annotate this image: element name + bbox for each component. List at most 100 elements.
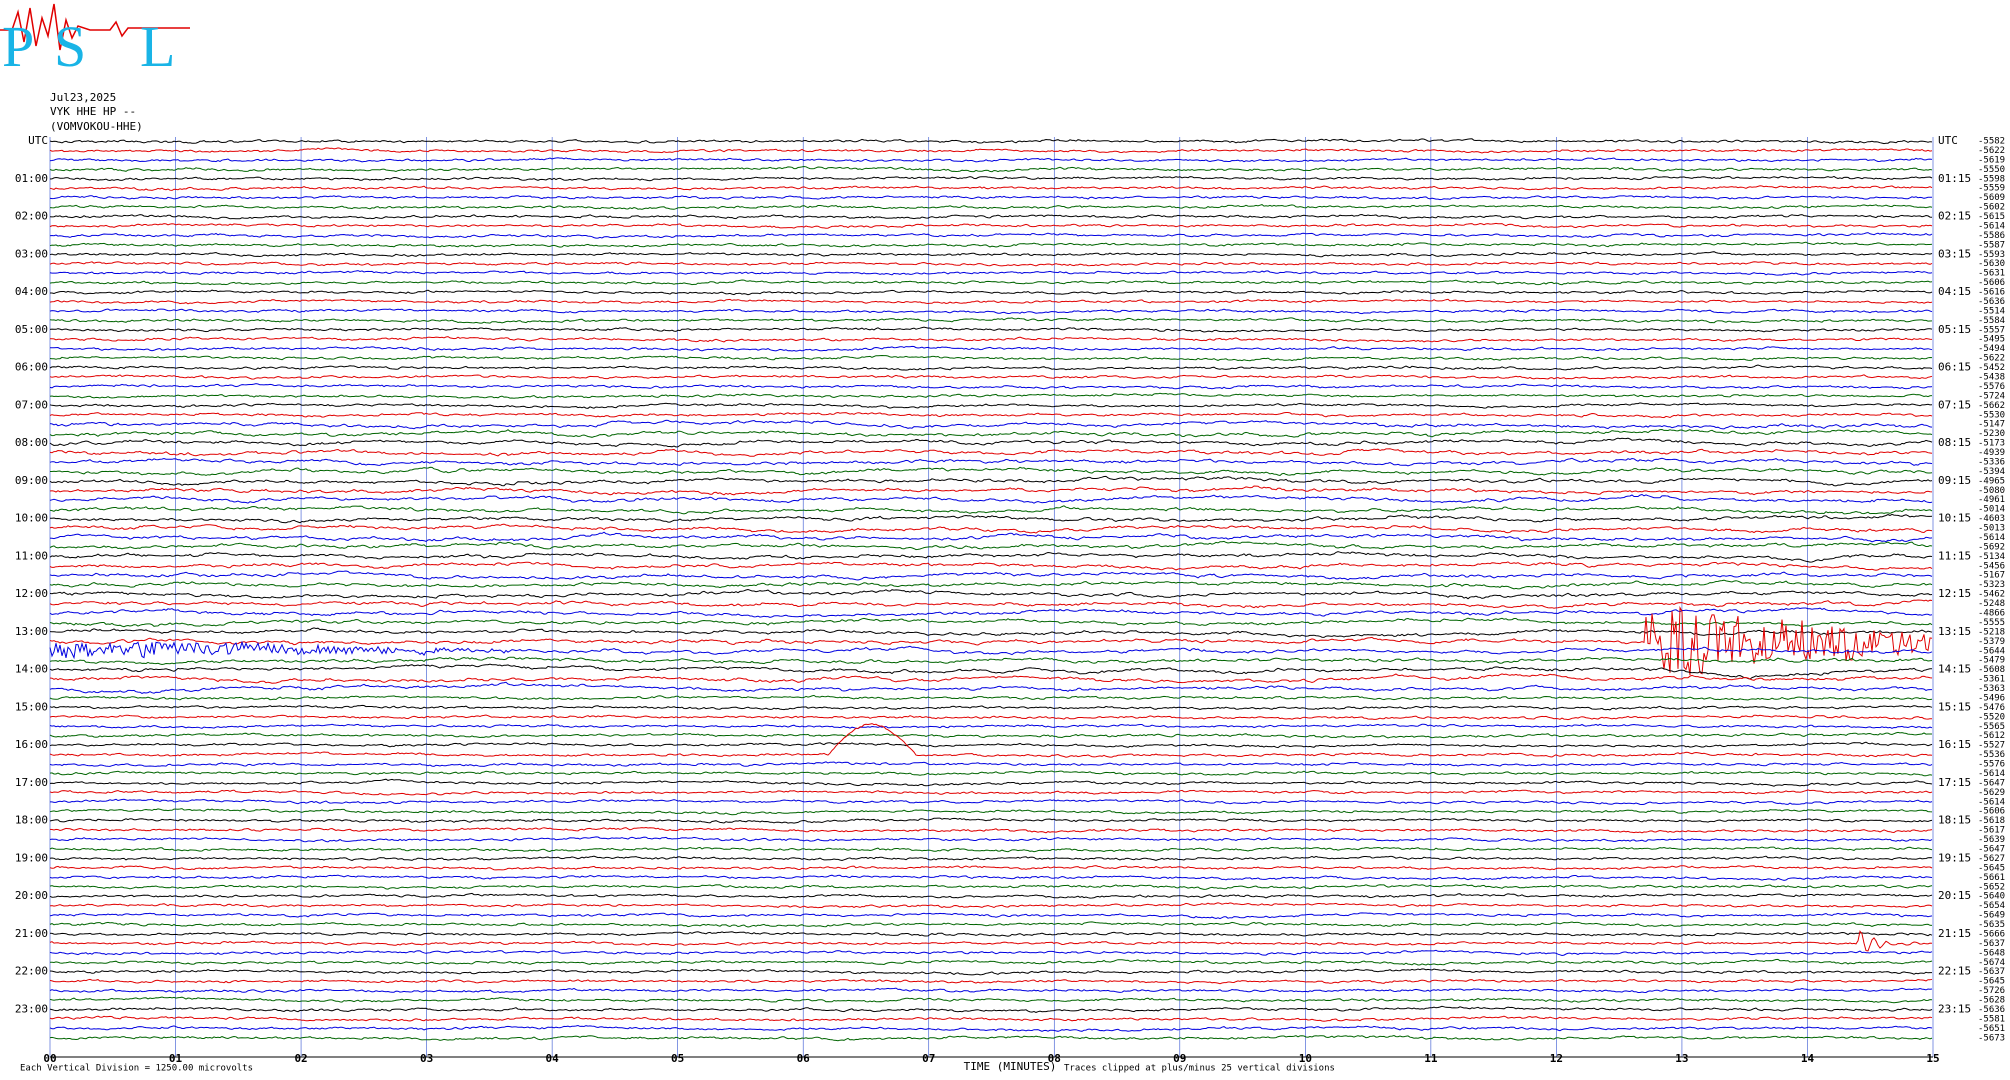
- trace-offset: -5692: [1978, 542, 2005, 552]
- trace: [50, 798, 1933, 806]
- trace: [49, 874, 1933, 881]
- trace-offset: -5476: [1978, 703, 2005, 713]
- trace: [49, 949, 1933, 957]
- trace: [49, 326, 1933, 333]
- trace-offset: -5587: [1978, 240, 2005, 250]
- trace-offset: -4965: [1978, 476, 2005, 486]
- trace-offset: -5645: [1978, 863, 2005, 873]
- trace: [49, 761, 1933, 767]
- trace: [49, 175, 1933, 182]
- x-tick-label: 02: [294, 1052, 307, 1065]
- trace: [49, 694, 1933, 701]
- trace: [49, 930, 1933, 952]
- trace-offset: -5527: [1978, 741, 2005, 751]
- trace-offset: -5627: [1978, 854, 2005, 864]
- right-hour-label: 22:15: [1938, 965, 1971, 978]
- trace: [49, 570, 1933, 581]
- trace: [50, 289, 1933, 296]
- left-hour-label: 11:00: [15, 549, 48, 562]
- trace: [49, 523, 1933, 534]
- footer-right: Traces clipped at plus/minus 25 vertical…: [1064, 1064, 1335, 1074]
- left-hour-label: 09:00: [15, 474, 48, 487]
- trace-offset: -5726: [1978, 986, 2005, 996]
- x-tick-label: 07: [922, 1052, 935, 1065]
- left-hour-label: 13:00: [15, 625, 48, 638]
- trace-offset: -5649: [1978, 911, 2005, 921]
- left-hour-label: 08:00: [15, 436, 48, 449]
- trace: [49, 551, 1933, 563]
- trace-offset: -5248: [1978, 599, 2005, 609]
- left-hour-label: 20:00: [15, 889, 48, 902]
- trace: [49, 789, 1933, 796]
- x-tick-label: 11: [1424, 1052, 1438, 1065]
- trace: [49, 741, 1933, 749]
- trace-offset: -5614: [1978, 797, 2005, 807]
- logo-trace: [0, 3, 190, 51]
- x-tick-label: 15: [1926, 1052, 1939, 1065]
- right-hour-label: 12:15: [1938, 587, 1971, 600]
- right-hour-label: 01:15: [1938, 172, 1971, 185]
- trace-offset: -5167: [1978, 571, 2005, 581]
- right-hour-label: 14:15: [1938, 663, 1971, 676]
- trace: [49, 195, 1932, 201]
- left-hour-label: 18:00: [15, 814, 48, 827]
- trace: [49, 731, 1932, 739]
- trace: [49, 428, 1933, 438]
- trace-offset: -5582: [1978, 137, 2005, 147]
- trace-offset: -5606: [1978, 278, 2005, 288]
- trace-offset: -5495: [1978, 335, 2005, 345]
- trace: [49, 374, 1933, 380]
- trace-offset: -5173: [1978, 439, 2005, 449]
- trace-offset: -5647: [1978, 778, 2005, 788]
- trace-offset: -5636: [1978, 297, 2005, 307]
- trace-offset: -5520: [1978, 712, 2005, 722]
- trace: [49, 298, 1933, 305]
- trace-offset: -5584: [1978, 316, 2005, 326]
- trace: [49, 411, 1933, 419]
- trace: [49, 1034, 1933, 1042]
- trace: [49, 402, 1933, 409]
- trace: [49, 978, 1933, 985]
- trace-offset: -5612: [1978, 731, 2005, 741]
- left-hour-label: 06:00: [15, 361, 48, 374]
- trace-offset: -5379: [1978, 637, 2005, 647]
- trace: [49, 663, 1932, 680]
- left-hour-label: 16:00: [15, 738, 48, 751]
- trace: [49, 505, 1933, 515]
- trace-offset: -5618: [1978, 816, 2005, 826]
- left-hour-label: 10:00: [15, 512, 48, 525]
- trace: [49, 540, 1933, 551]
- logo-letter: S: [54, 14, 86, 79]
- trace-offset: -5622: [1978, 146, 2005, 156]
- trace: [49, 996, 1933, 1004]
- trace-offset: -5606: [1978, 807, 2005, 817]
- right-hour-label: UTC: [1938, 134, 1958, 147]
- trace-offset: -5576: [1978, 760, 2005, 770]
- trace: [49, 865, 1933, 871]
- trace-offset: -5557: [1978, 325, 2005, 335]
- trace: [49, 599, 1933, 609]
- trace: [49, 138, 1933, 145]
- trace: [49, 147, 1933, 154]
- right-hour-label: 02:15: [1938, 210, 1971, 223]
- trace-offset: -4961: [1978, 495, 2005, 505]
- left-hour-label: 07:00: [15, 398, 48, 411]
- trace-offset: -4603: [1978, 514, 2005, 524]
- left-hour-label: 17:00: [15, 776, 48, 789]
- trace-offset: -5673: [1978, 1033, 2005, 1043]
- trace-offset: -5479: [1978, 656, 2005, 666]
- right-hour-label: 17:15: [1938, 776, 1971, 789]
- right-hour-label: 16:15: [1938, 738, 1971, 751]
- trace-offset: -5147: [1978, 420, 2005, 430]
- x-tick-label: 10: [1299, 1052, 1312, 1065]
- trace: [49, 1015, 1933, 1022]
- trace-offset: -5586: [1978, 231, 2005, 241]
- trace-offset: -5635: [1978, 920, 2005, 930]
- right-hour-label: 08:15: [1938, 436, 1971, 449]
- trace: [49, 892, 1933, 899]
- x-tick-label: 01: [169, 1052, 183, 1065]
- trace: [49, 531, 1933, 543]
- trace-offset: -5598: [1978, 174, 2005, 184]
- trace: [49, 1005, 1933, 1013]
- x-tick-label: 12: [1550, 1052, 1563, 1065]
